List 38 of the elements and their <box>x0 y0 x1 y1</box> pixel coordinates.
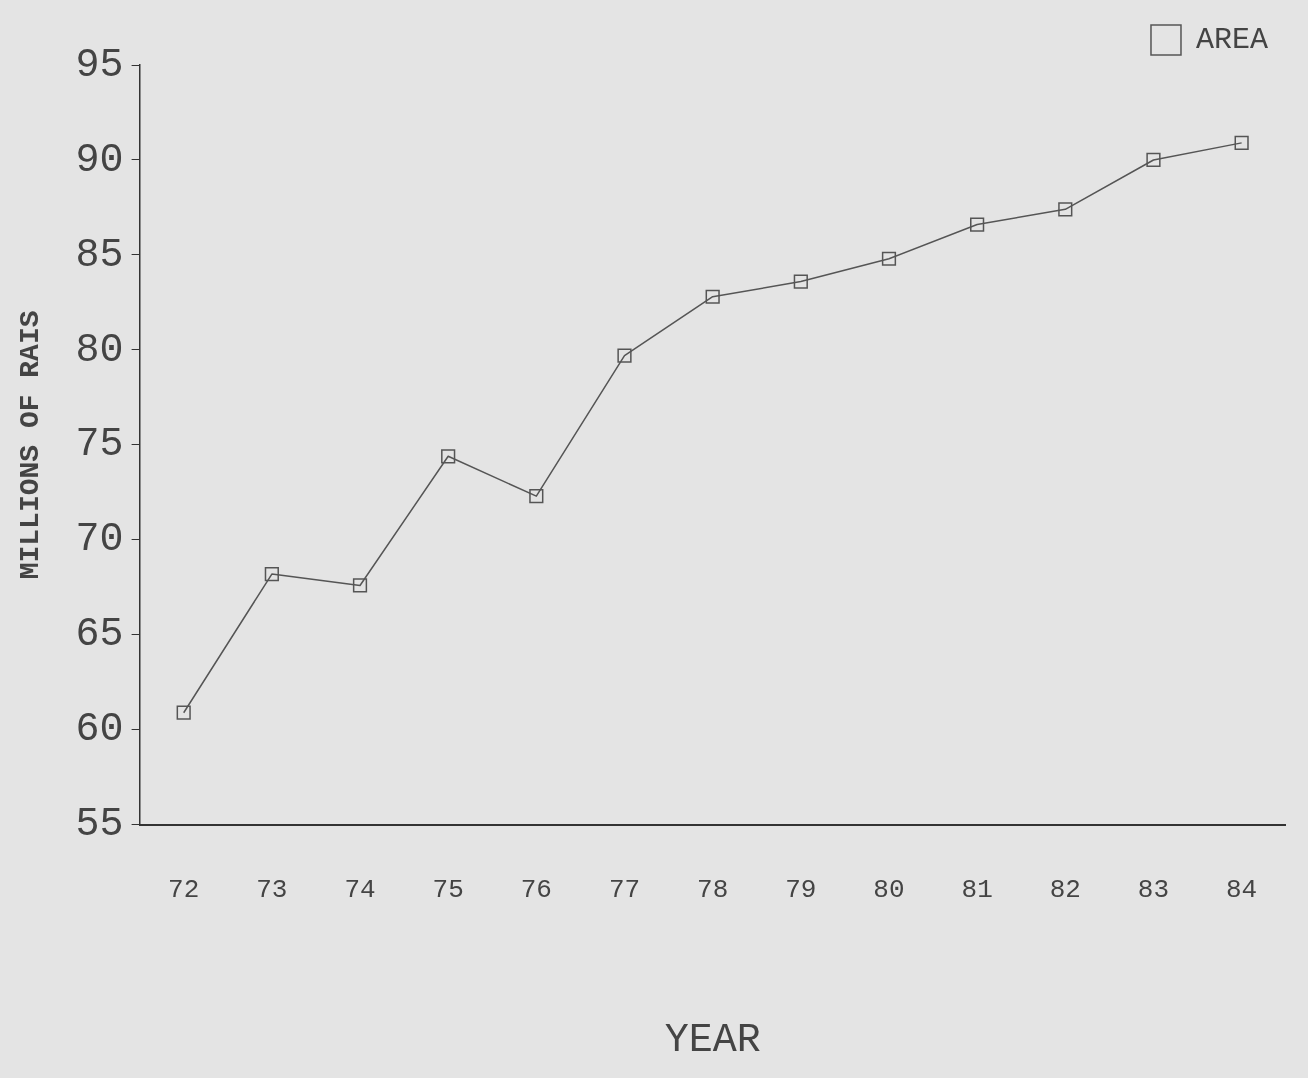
y-tick-label: 80 <box>75 327 124 373</box>
point <box>529 489 544 504</box>
y-tick-label: 75 <box>75 422 124 468</box>
point <box>1058 202 1073 217</box>
y-tick-label: 70 <box>75 517 124 563</box>
x-tick-label: 77 <box>608 875 641 906</box>
y-tick-label: 65 <box>75 612 124 658</box>
legend-label: AREA <box>1195 22 1268 57</box>
x-tick-label: 83 <box>1137 875 1170 906</box>
x-tick-label: 84 <box>1226 875 1258 906</box>
point <box>705 289 720 304</box>
point <box>970 217 985 232</box>
y-tick-label: 90 <box>75 137 124 183</box>
x-tick-label: 79 <box>785 875 817 906</box>
y-axis-title: MILLIONS OF RAIS <box>14 310 46 580</box>
y-tick-label: 60 <box>75 707 124 753</box>
x-tick-label: 75 <box>432 875 464 906</box>
point <box>881 251 897 266</box>
y-tick-label: 95 <box>75 42 124 88</box>
point <box>264 566 279 582</box>
point <box>1234 135 1249 150</box>
x-tick-label: 82 <box>1049 875 1081 906</box>
x-tick-label: 76 <box>520 875 552 906</box>
point <box>793 274 808 289</box>
x-tick-label: 78 <box>697 875 729 906</box>
x-axis-title: YEAR <box>664 1017 761 1063</box>
point <box>352 578 368 593</box>
point <box>1146 152 1161 168</box>
y-tick-label: 85 <box>75 232 124 278</box>
point <box>441 449 456 464</box>
y-tick-label: 55 <box>75 802 124 848</box>
x-tick-label: 73 <box>256 875 288 906</box>
x-tick-label: 80 <box>873 875 905 906</box>
point <box>617 348 632 363</box>
point <box>176 705 191 720</box>
x-tick-label: 81 <box>961 875 993 906</box>
x-tick-label: 74 <box>344 875 376 906</box>
x-tick-label: 72 <box>168 875 200 906</box>
